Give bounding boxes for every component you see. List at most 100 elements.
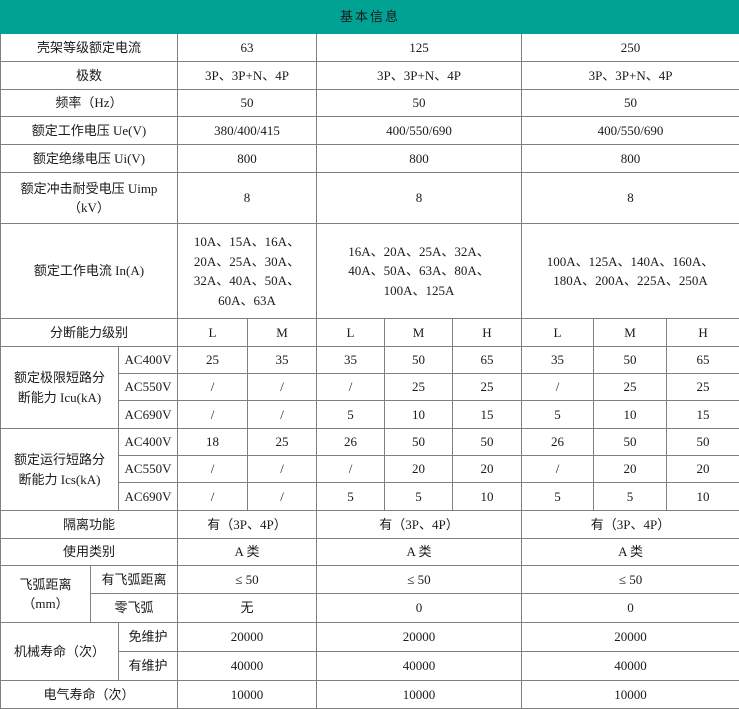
cell-ics-ac400v-250-H: 50 xyxy=(667,429,739,456)
cell-in-250: 100A、125A、140A、160A、180A、200A、225A、250A xyxy=(522,224,739,319)
cell-arc-with-125: ≤ 50 xyxy=(317,566,522,594)
cell-grade-125-L: L xyxy=(317,319,385,347)
cell-ics-ac400v-250-M: 50 xyxy=(594,429,667,456)
cell-grade-63-M: M xyxy=(248,319,317,347)
sublabel-arc-with: 有飞弧距离 xyxy=(91,566,178,594)
table-row-usage: 使用类别 A 类 A 类 A 类 xyxy=(1,539,739,566)
cell-mech-life-free-125: 20000 xyxy=(317,623,522,652)
table-row-elec-life: 电气寿命（次） 10000 10000 10000 xyxy=(1,681,739,709)
cell-ics-ac550v-63-L: / xyxy=(178,456,248,483)
row-label-uimp-line2: （kV） xyxy=(3,198,175,218)
cell-mech-life-maintained-250: 40000 xyxy=(522,652,739,681)
cell-icu-ac400v-125-M: 50 xyxy=(385,347,453,374)
row-label-breaking-grade: 分断能力级别 xyxy=(1,319,178,347)
cell-mech-life-maintained-125: 40000 xyxy=(317,652,522,681)
cell-icu-ac400v-250-L: 35 xyxy=(522,347,594,374)
cell-uimp-250: 8 xyxy=(522,173,739,224)
cell-frame-current-63: 63 xyxy=(178,34,317,62)
cell-frequency-63: 50 xyxy=(178,90,317,117)
cell-icu-ac550v-125-M: 25 xyxy=(385,374,453,401)
row-label-arc-line2: （mm） xyxy=(3,594,88,614)
cell-ics-ac550v-63-M: / xyxy=(248,456,317,483)
table-row-arc-zero: 零飞弧 无 0 0 xyxy=(1,594,739,623)
cell-ics-ac550v-125-L: / xyxy=(317,456,385,483)
sublabel-mech-life-maintained: 有维护 xyxy=(119,652,178,681)
table-row-isolation: 隔离功能 有（3P、4P） 有（3P、4P） 有（3P、4P） xyxy=(1,511,739,539)
table-row-ui: 额定绝缘电压 Ui(V) 800 800 800 xyxy=(1,145,739,173)
cell-icu-ac400v-63-M: 35 xyxy=(248,347,317,374)
row-label-usage: 使用类别 xyxy=(1,539,178,566)
cell-icu-ac550v-63-M: / xyxy=(248,374,317,401)
cell-usage-125: A 类 xyxy=(317,539,522,566)
cell-ics-ac690v-250-H: 10 xyxy=(667,483,739,511)
cell-icu-ac690v-125-L: 5 xyxy=(317,401,385,429)
cell-icu-ac400v-250-M: 50 xyxy=(594,347,667,374)
cell-ue-63: 380/400/415 xyxy=(178,117,317,145)
cell-elec-life-63: 10000 xyxy=(178,681,317,709)
cell-in-125: 16A、20A、25A、32A、40A、50A、63A、80A、100A、125… xyxy=(317,224,522,319)
cell-ics-ac550v-125-H: 20 xyxy=(453,456,522,483)
cell-usage-250: A 类 xyxy=(522,539,739,566)
table-row-poles: 极数 3P、3P+N、4P 3P、3P+N、4P 3P、3P+N、4P xyxy=(1,62,739,90)
cell-icu-ac690v-250-H: 15 xyxy=(667,401,739,429)
cell-ue-125: 400/550/690 xyxy=(317,117,522,145)
cell-ui-250: 800 xyxy=(522,145,739,173)
cell-icu-ac400v-250-H: 65 xyxy=(667,347,739,374)
table-row-uimp: 额定冲击耐受电压 Uimp （kV） 8 8 8 xyxy=(1,173,739,224)
cell-isolation-250: 有（3P、4P） xyxy=(522,511,739,539)
cell-icu-ac550v-63-L: / xyxy=(178,374,248,401)
cell-icu-ac550v-250-M: 25 xyxy=(594,374,667,401)
row-label-arc-line1: 飞弧距离 xyxy=(3,575,88,595)
cell-mech-life-free-63: 20000 xyxy=(178,623,317,652)
cell-ui-63: 800 xyxy=(178,145,317,173)
row-label-icu-line2: 断能力 Icu(kA) xyxy=(3,388,116,408)
cell-ue-250: 400/550/690 xyxy=(522,117,739,145)
row-label-mech-life: 机械寿命（次） xyxy=(1,623,119,681)
cell-grade-125-H: H xyxy=(453,319,522,347)
sublabel-icu-ac400v: AC400V xyxy=(119,347,178,374)
cell-grade-63-L: L xyxy=(178,319,248,347)
sublabel-mech-life-free: 免维护 xyxy=(119,623,178,652)
row-label-icu: 额定极限短路分 断能力 Icu(kA) xyxy=(1,347,119,429)
row-label-frame-current: 壳架等级额定电流 xyxy=(1,34,178,62)
cell-poles-250: 3P、3P+N、4P xyxy=(522,62,739,90)
cell-mech-life-maintained-63: 40000 xyxy=(178,652,317,681)
sublabel-icu-ac550v: AC550V xyxy=(119,374,178,401)
cell-uimp-125: 8 xyxy=(317,173,522,224)
cell-ics-ac690v-63-L: / xyxy=(178,483,248,511)
cell-arc-zero-250: 0 xyxy=(522,594,739,623)
cell-icu-ac690v-125-H: 15 xyxy=(453,401,522,429)
page-title: 基本信息 xyxy=(1,1,739,34)
table-row-breaking-grade: 分断能力级别 L M L M H L M H xyxy=(1,319,739,347)
table-row-ics-ac400v: 额定运行短路分 断能力 Ics(kA) AC400V 18 25 26 50 5… xyxy=(1,429,739,456)
cell-ics-ac690v-250-L: 5 xyxy=(522,483,594,511)
table-title-row: 基本信息 xyxy=(1,1,739,34)
cell-frequency-125: 50 xyxy=(317,90,522,117)
cell-ics-ac550v-250-L: / xyxy=(522,456,594,483)
sublabel-arc-zero: 零飞弧 xyxy=(91,594,178,623)
cell-isolation-125: 有（3P、4P） xyxy=(317,511,522,539)
cell-ics-ac400v-63-M: 25 xyxy=(248,429,317,456)
cell-grade-250-H: H xyxy=(667,319,739,347)
cell-ui-125: 800 xyxy=(317,145,522,173)
cell-frame-current-125: 125 xyxy=(317,34,522,62)
cell-in-63: 10A、15A、16A、20A、25A、30A、32A、40A、50A、60A、… xyxy=(178,224,317,319)
cell-ics-ac690v-63-M: / xyxy=(248,483,317,511)
cell-isolation-63: 有（3P、4P） xyxy=(178,511,317,539)
cell-grade-250-L: L xyxy=(522,319,594,347)
cell-arc-with-63: ≤ 50 xyxy=(178,566,317,594)
cell-usage-63: A 类 xyxy=(178,539,317,566)
cell-icu-ac550v-250-H: 25 xyxy=(667,374,739,401)
cell-icu-ac550v-125-L: / xyxy=(317,374,385,401)
cell-ics-ac400v-125-L: 26 xyxy=(317,429,385,456)
table-row-mech-life-maintenance-free: 机械寿命（次） 免维护 20000 20000 20000 xyxy=(1,623,739,652)
cell-uimp-63: 8 xyxy=(178,173,317,224)
cell-ics-ac690v-250-M: 5 xyxy=(594,483,667,511)
cell-frequency-250: 50 xyxy=(522,90,739,117)
table-row-frequency: 频率（Hz） 50 50 50 xyxy=(1,90,739,117)
row-label-uimp-line1: 额定冲击耐受电压 Uimp xyxy=(3,179,175,199)
table-row-arc-with: 飞弧距离 （mm） 有飞弧距离 ≤ 50 ≤ 50 ≤ 50 xyxy=(1,566,739,594)
cell-ics-ac550v-125-M: 20 xyxy=(385,456,453,483)
cell-ics-ac690v-125-H: 10 xyxy=(453,483,522,511)
cell-icu-ac690v-125-M: 10 xyxy=(385,401,453,429)
